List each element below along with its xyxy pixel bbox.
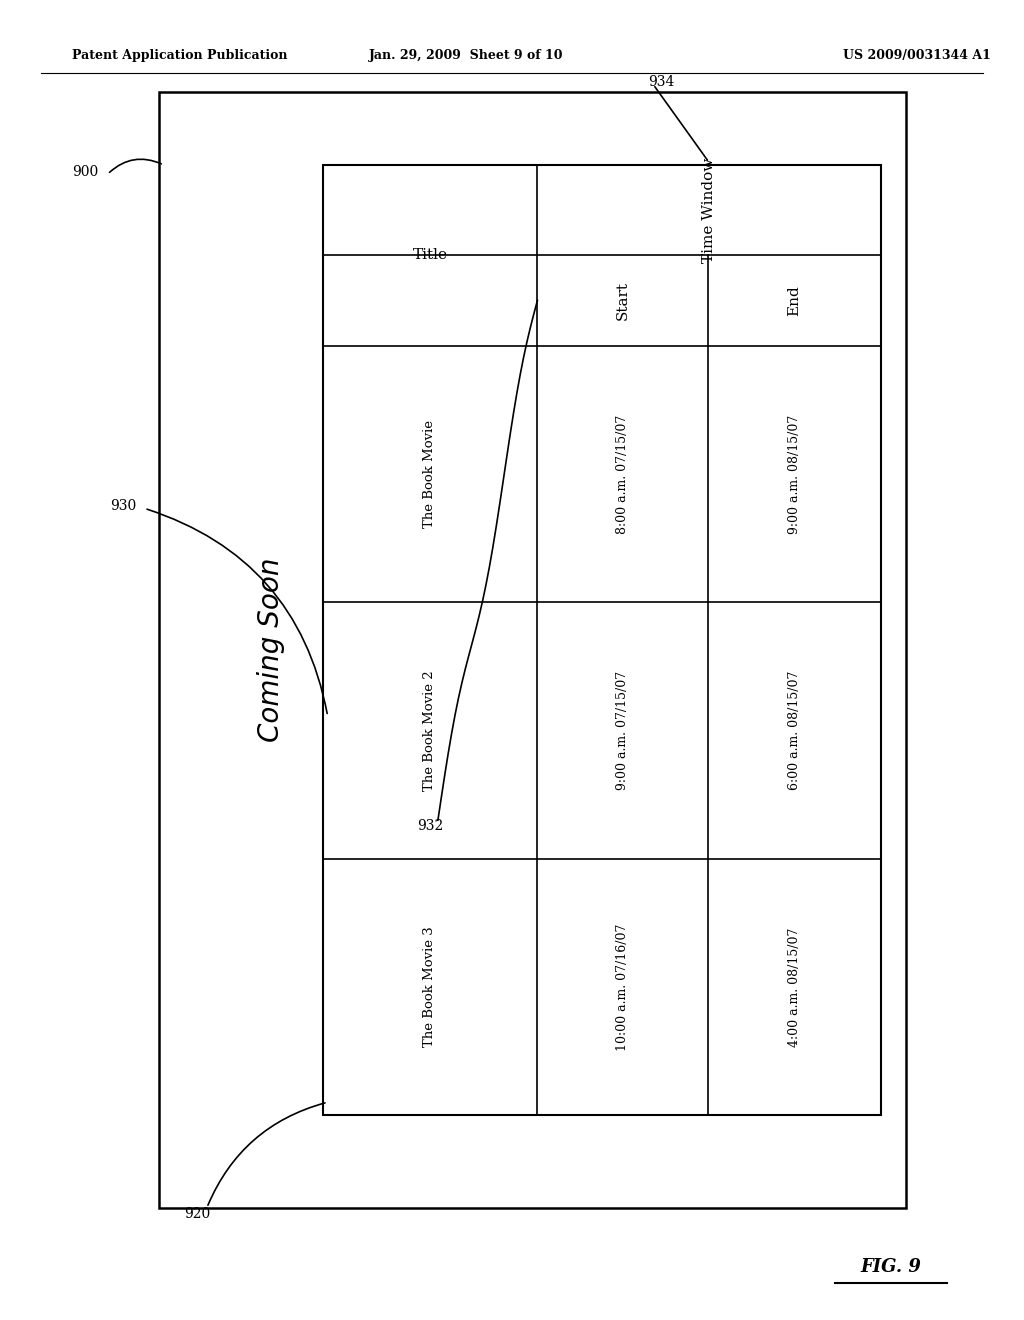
Text: 10:00 a.m. 07/16/07: 10:00 a.m. 07/16/07 bbox=[616, 924, 629, 1051]
Text: Time Window: Time Window bbox=[702, 157, 716, 263]
Text: 6:00 a.m. 08/15/07: 6:00 a.m. 08/15/07 bbox=[787, 671, 801, 791]
Bar bbox=[323, 165, 881, 1115]
Text: 932: 932 bbox=[418, 818, 443, 833]
Text: Coming Soon: Coming Soon bbox=[257, 558, 286, 742]
Bar bbox=[159, 92, 906, 1208]
Text: 930: 930 bbox=[111, 499, 137, 512]
Text: 920: 920 bbox=[184, 1208, 211, 1221]
Text: Patent Application Publication: Patent Application Publication bbox=[72, 49, 287, 62]
Text: 934: 934 bbox=[648, 75, 675, 88]
Text: Jan. 29, 2009  Sheet 9 of 10: Jan. 29, 2009 Sheet 9 of 10 bbox=[369, 49, 563, 62]
Text: 9:00 a.m. 08/15/07: 9:00 a.m. 08/15/07 bbox=[787, 414, 801, 533]
Text: The Book Movie: The Book Movie bbox=[424, 420, 436, 528]
Text: Start: Start bbox=[615, 281, 630, 319]
Text: End: End bbox=[787, 285, 801, 315]
Text: 900: 900 bbox=[72, 165, 98, 178]
Text: 9:00 a.m. 07/15/07: 9:00 a.m. 07/15/07 bbox=[616, 671, 629, 791]
Text: FIG. 9: FIG. 9 bbox=[860, 1258, 922, 1276]
Text: US 2009/0031344 A1: US 2009/0031344 A1 bbox=[843, 49, 990, 62]
Text: 4:00 a.m. 08/15/07: 4:00 a.m. 08/15/07 bbox=[787, 928, 801, 1047]
Text: 8:00 a.m. 07/15/07: 8:00 a.m. 07/15/07 bbox=[616, 414, 629, 533]
Text: Title: Title bbox=[413, 248, 447, 263]
Text: The Book Movie 3: The Book Movie 3 bbox=[424, 927, 436, 1048]
Text: The Book Movie 2: The Book Movie 2 bbox=[424, 671, 436, 791]
